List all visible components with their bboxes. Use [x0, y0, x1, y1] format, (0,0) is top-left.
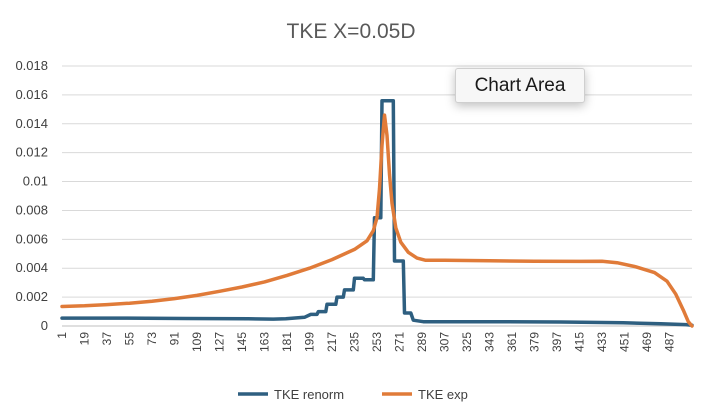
x-tick-label: 55: [123, 332, 137, 346]
legend[interactable]: TKE renorm TKE exp: [238, 387, 468, 402]
x-tick-label: 253: [370, 332, 384, 352]
x-tick-label: 289: [415, 332, 429, 352]
x-tick-label: 37: [100, 332, 114, 346]
x-tick-label: 145: [235, 332, 249, 352]
x-tick-label: 109: [190, 332, 204, 352]
x-tick-label: 487: [663, 332, 677, 352]
legend-label[interactable]: TKE renorm: [274, 387, 344, 402]
x-tick-label: 127: [213, 332, 227, 352]
x-tick-label: 397: [550, 332, 564, 352]
x-tick-label: 235: [348, 332, 362, 352]
x-tick-label: 271: [393, 332, 407, 352]
x-tick-label: 307: [438, 332, 452, 352]
y-tick-label: 0.002: [15, 289, 48, 304]
legend-label[interactable]: TKE exp: [418, 387, 468, 402]
x-tick-label: 379: [528, 332, 542, 352]
x-tick-label: 199: [303, 332, 317, 352]
x-tick-label: 73: [145, 332, 159, 346]
y-tick-label: 0.008: [15, 202, 48, 217]
x-tick-label: 181: [280, 332, 294, 352]
x-tick-label: 361: [505, 332, 519, 352]
x-tick-label: 469: [640, 332, 654, 352]
x-tick-label: 91: [168, 332, 182, 346]
y-tick-label: 0.004: [15, 260, 48, 275]
y-tick-label: 0.014: [15, 116, 48, 131]
chart-title: TKE X=0.05D: [287, 20, 416, 43]
series-line-tke-renorm[interactable]: [60, 98, 694, 328]
y-tick-label: 0.012: [15, 145, 48, 160]
x-tick-label: 451: [618, 332, 632, 352]
x-tick-label: 343: [483, 332, 497, 352]
x-axis: 1 19 37 55 73 91 109 127 145 163 181 199 217 235 253 27…: [55, 325, 692, 352]
y-tick-label: 0.006: [15, 231, 48, 246]
x-tick-label: 217: [325, 332, 339, 352]
x-tick-label: 325: [460, 332, 474, 352]
gridlines: [62, 65, 692, 298]
y-tick-label: 0.018: [15, 58, 48, 73]
x-tick-label: 433: [595, 332, 609, 352]
y-tick-label: 0.016: [15, 87, 48, 102]
y-tick-label: 0.01: [23, 174, 48, 189]
x-tick-label: 415: [573, 332, 587, 352]
y-tick-label: 0: [41, 318, 48, 333]
chart-area-tooltip: Chart Area: [455, 68, 585, 103]
plot-area[interactable]: [60, 98, 694, 328]
x-tick-label: 163: [258, 332, 272, 352]
y-axis: 0 0.002 0.004 0.006 0.008 0.01 0.012 0.014 0.016…: [15, 58, 48, 333]
x-tick-label: 1: [55, 332, 69, 339]
x-tick-label: 19: [78, 332, 92, 346]
series-line-tke-exp[interactable]: [60, 113, 694, 328]
